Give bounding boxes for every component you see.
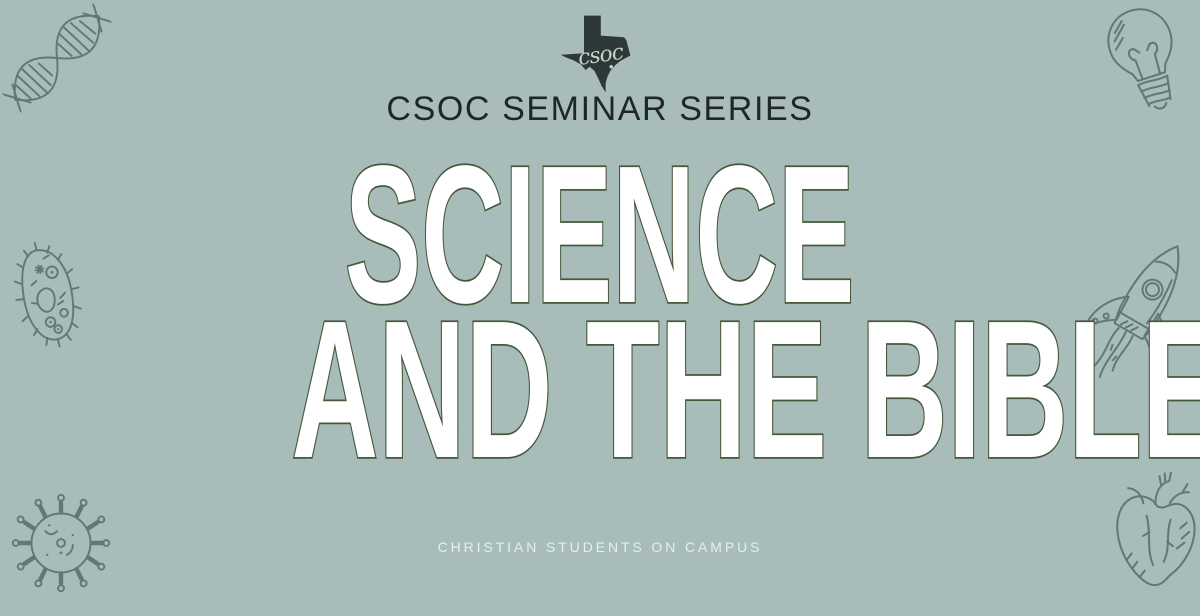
event-title-line1-text: SCIENCE	[344, 125, 856, 344]
seminar-series-title: CSOC SEMINAR SERIES	[386, 90, 814, 128]
rocket-doodle-icon	[1045, 211, 1200, 416]
logo-script-text: csoc	[576, 40, 625, 71]
dna-helix-doodle-icon	[0, 0, 144, 145]
organization-name: CHRISTIAN STUDENTS ON CAMPUS	[437, 539, 763, 555]
event-title-line2: AND THE BIBLE	[0, 280, 1200, 499]
event-title-line2-text: AND THE BIBLE	[290, 280, 1200, 499]
logo-star-dot	[609, 65, 613, 69]
microbe-doodle-icon	[0, 218, 111, 373]
csoc-texas-logo: csoc	[558, 14, 642, 94]
anatomical-heart-doodle-icon	[1095, 466, 1200, 616]
event-title-line1: SCIENCE	[0, 125, 1200, 344]
event-banner: { "poster": { "background_color": "#a8bd…	[0, 0, 1200, 593]
lightbulb-doodle-icon	[1084, 0, 1200, 143]
virus-doodle-icon	[2, 482, 120, 604]
texas-state-icon: csoc	[560, 15, 631, 93]
